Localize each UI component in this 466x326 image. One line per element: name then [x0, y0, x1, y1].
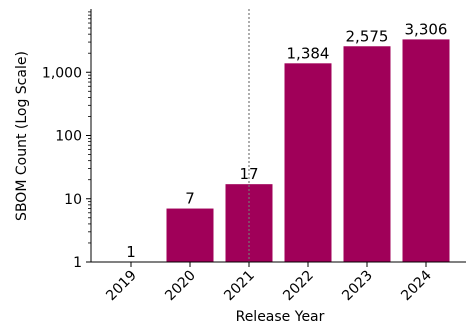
x-tick-label-2020: 2020 [162, 268, 199, 305]
x-tick-label-2024: 2024 [398, 267, 435, 304]
x-tick-label-2019: 2019 [103, 268, 140, 305]
x-axis-label: Release Year [236, 309, 325, 325]
bars-group [166, 39, 450, 262]
value-label-2019: 1 [126, 243, 136, 261]
x-tick-label-2021: 2021 [221, 268, 258, 305]
y-tick-label-1: 1 [73, 255, 82, 271]
x-tick-label-2022: 2022 [280, 268, 317, 305]
value-label-2024: 3,306 [405, 20, 448, 38]
y-axis-label: SBOM Count (Log Scale) [14, 51, 30, 221]
y-tick-label-100: 100 [55, 129, 82, 145]
value-label-2022: 1,384 [287, 44, 330, 62]
value-label-2023: 2,575 [346, 27, 389, 45]
bar-2024 [402, 39, 450, 262]
y-tick-label-1000: 1,000 [42, 65, 82, 81]
value-label-2021: 17 [239, 165, 258, 183]
value-label-2020: 7 [185, 190, 195, 208]
bar-2023 [343, 46, 391, 262]
bar-2022 [284, 63, 332, 262]
y-tick-label-10: 10 [64, 192, 82, 208]
bar-2020 [166, 208, 214, 262]
x-tick-label-2023: 2023 [339, 268, 376, 305]
